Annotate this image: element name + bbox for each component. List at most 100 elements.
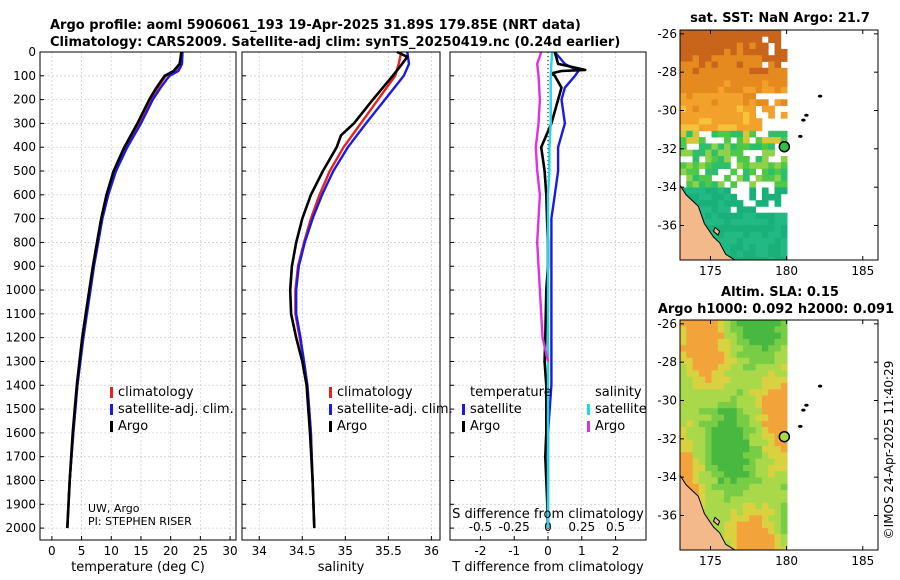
- x-tick-label: 10: [104, 544, 119, 558]
- map-cell: [724, 244, 731, 251]
- map-cell: [743, 168, 750, 176]
- map-cell: [705, 42, 712, 50]
- map-cell: [774, 42, 782, 50]
- map-cell: [717, 345, 725, 352]
- map-cell: [755, 231, 763, 239]
- map-cell: [743, 256, 750, 260]
- map-cell: [711, 111, 719, 119]
- map-cell: [711, 502, 719, 510]
- map-cell: [755, 458, 763, 466]
- map-cell: [680, 130, 687, 138]
- map-cell: [768, 351, 775, 359]
- map-cell: [705, 225, 712, 232]
- map-cell: [743, 408, 750, 415]
- map-cell: [755, 521, 763, 529]
- map-cell: [692, 67, 700, 75]
- map-cell: [692, 471, 700, 478]
- map-cell: [730, 383, 738, 390]
- map-cell: [780, 490, 788, 497]
- figure-title-line2: Climatology: CARS2009. Satellite-adj cli…: [50, 35, 620, 50]
- credit-pi: PI: STEPHEN RISER: [88, 515, 192, 528]
- map-cell: [730, 408, 738, 415]
- map-cell: [755, 200, 763, 207]
- map-cell: [749, 477, 756, 485]
- map-cell: [686, 55, 693, 62]
- map-cell: [711, 408, 719, 415]
- map-cell: [711, 187, 719, 195]
- map-cell: [705, 395, 712, 403]
- map-cell: [774, 439, 782, 447]
- y-tick-label: 900: [13, 259, 36, 273]
- map-cell: [711, 458, 719, 466]
- map-cell: [743, 137, 750, 144]
- map-cell: [686, 320, 693, 327]
- map-cell: [743, 351, 750, 359]
- map-cell: [743, 55, 750, 62]
- map-cell: [736, 67, 744, 75]
- map-cell: [755, 546, 763, 550]
- map-cell: [774, 515, 782, 522]
- map-cell: [705, 408, 712, 415]
- y-tick-label: 1900: [5, 497, 36, 511]
- map-cell: [711, 345, 719, 352]
- map-cell: [774, 256, 782, 260]
- x-tick-label: 15: [133, 544, 148, 558]
- map-cell: [761, 452, 769, 459]
- map-cell: [705, 383, 712, 390]
- map-cell: [730, 452, 738, 459]
- y-tick-label: 1000: [5, 283, 36, 297]
- map-cell: [724, 515, 731, 522]
- map-cell: [736, 162, 744, 169]
- map-cell: [724, 483, 731, 491]
- map-cell: [780, 420, 788, 428]
- map-cell: [761, 99, 769, 106]
- map-cell: [724, 326, 731, 333]
- map-cell: [730, 42, 738, 50]
- map-cell: [680, 111, 687, 119]
- map-cell: [724, 414, 731, 422]
- map-cell: [680, 61, 687, 69]
- map-cell: [736, 338, 744, 346]
- map-cell: [686, 174, 693, 182]
- map-cell: [686, 376, 693, 384]
- map-cell: [711, 200, 719, 207]
- x-tick-label: 25: [193, 544, 208, 558]
- map-cell: [768, 446, 775, 453]
- map-cell: [743, 458, 750, 466]
- map-cell: [724, 48, 731, 56]
- map-y-tick-label: -30: [657, 394, 677, 408]
- map-cell: [730, 143, 738, 151]
- map-cell: [730, 502, 738, 510]
- map-cell: [680, 118, 687, 125]
- map-cell: [698, 206, 706, 214]
- map-cell: [780, 137, 788, 144]
- map-cell: [717, 464, 725, 472]
- map-cell: [780, 515, 788, 522]
- map-cell: [680, 326, 687, 333]
- map-cell: [761, 174, 769, 182]
- map-cell: [743, 515, 750, 522]
- map-cell: [680, 433, 687, 441]
- map-y-tick-label: -32: [657, 142, 677, 156]
- map-cell: [698, 111, 706, 119]
- top-x-tick-label: -0.5: [469, 520, 492, 534]
- map-cell: [774, 483, 782, 491]
- map-cell: [755, 515, 763, 522]
- map-cell: [736, 80, 744, 88]
- kermadec-island: [817, 384, 823, 388]
- map-cell: [680, 446, 687, 453]
- map-cell: [743, 521, 750, 529]
- map-cell: [711, 55, 719, 62]
- map-cell: [768, 389, 775, 396]
- map-cell: [749, 244, 756, 251]
- map-cell: [768, 357, 775, 365]
- map-cell: [780, 130, 788, 138]
- map-cell: [711, 181, 719, 188]
- map-cell: [711, 118, 719, 125]
- map-cell: [686, 86, 693, 94]
- map-cell: [705, 212, 712, 220]
- map-cell: [755, 61, 763, 69]
- map-cell: [686, 326, 693, 333]
- map-cell: [755, 351, 763, 359]
- map-cell: [768, 515, 775, 522]
